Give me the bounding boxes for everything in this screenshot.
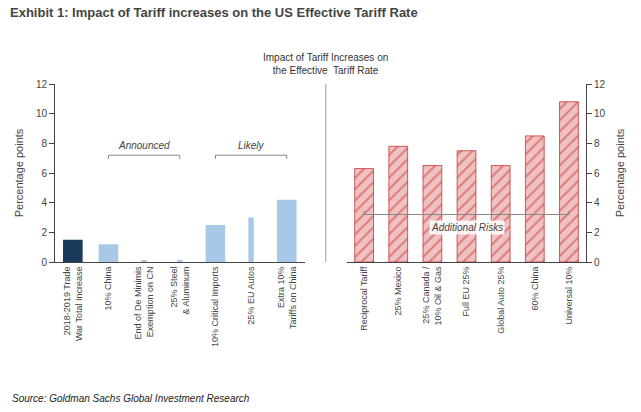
svg-text:25% Mexico: 25% Mexico: [393, 267, 403, 316]
svg-text:End of De MinimisExemption on: End of De MinimisExemption on CN: [133, 266, 155, 340]
svg-text:25% Canada /10% Oil & Gas: 25% Canada /10% Oil & Gas: [421, 266, 443, 326]
svg-text:Global Auto 25%: Global Auto 25%: [496, 267, 506, 334]
svg-text:12: 12: [36, 79, 48, 90]
svg-text:2: 2: [594, 227, 600, 238]
svg-text:0: 0: [594, 257, 600, 268]
svg-text:6: 6: [594, 168, 600, 179]
svg-text:4: 4: [41, 197, 47, 208]
svg-text:Extra 10%Tariffs on China: Extra 10%Tariffs on China: [276, 267, 298, 329]
svg-text:60% China: 60% China: [530, 267, 540, 311]
svg-text:Announced: Announced: [118, 140, 170, 151]
svg-text:Source: Goldman Sachs Global I: Source: Goldman Sachs Global Investment …: [12, 393, 250, 404]
svg-text:Percentage points: Percentage points: [13, 128, 25, 217]
svg-text:10% China: 10% China: [103, 267, 113, 311]
svg-text:2: 2: [41, 227, 47, 238]
svg-text:12: 12: [594, 79, 606, 90]
svg-text:25% EU Autos: 25% EU Autos: [246, 266, 256, 325]
svg-text:Percentage points: Percentage points: [614, 128, 626, 217]
svg-text:0: 0: [41, 257, 47, 268]
svg-text:2018-2019 TradeWar Total Incre: 2018-2019 TradeWar Total Increase: [62, 267, 84, 342]
svg-text:Impact of Tariff Increases ont: Impact of Tariff Increases onthe Effecti…: [263, 52, 388, 76]
svg-text:25% Steel& Aluminum: 25% Steel& Aluminum: [169, 267, 191, 315]
svg-text:Likely: Likely: [238, 140, 265, 151]
svg-text:Exhibit 1: Impact of Tariff in: Exhibit 1: Impact of Tariff increases on…: [10, 5, 418, 20]
svg-text:Reciprocal Tariff: Reciprocal Tariff: [359, 266, 369, 331]
svg-text:10: 10: [36, 108, 48, 119]
svg-text:Additional Risks: Additional Risks: [431, 222, 503, 233]
svg-text:6: 6: [41, 168, 47, 179]
svg-text:10: 10: [594, 108, 606, 119]
svg-text:8: 8: [41, 138, 47, 149]
svg-text:4: 4: [594, 197, 600, 208]
svg-text:10% Critical Imports: 10% Critical Imports: [210, 266, 220, 347]
svg-text:Universal 10%: Universal 10%: [564, 267, 574, 325]
svg-text:Full EU 25%: Full EU 25%: [461, 267, 471, 317]
svg-text:8: 8: [594, 138, 600, 149]
